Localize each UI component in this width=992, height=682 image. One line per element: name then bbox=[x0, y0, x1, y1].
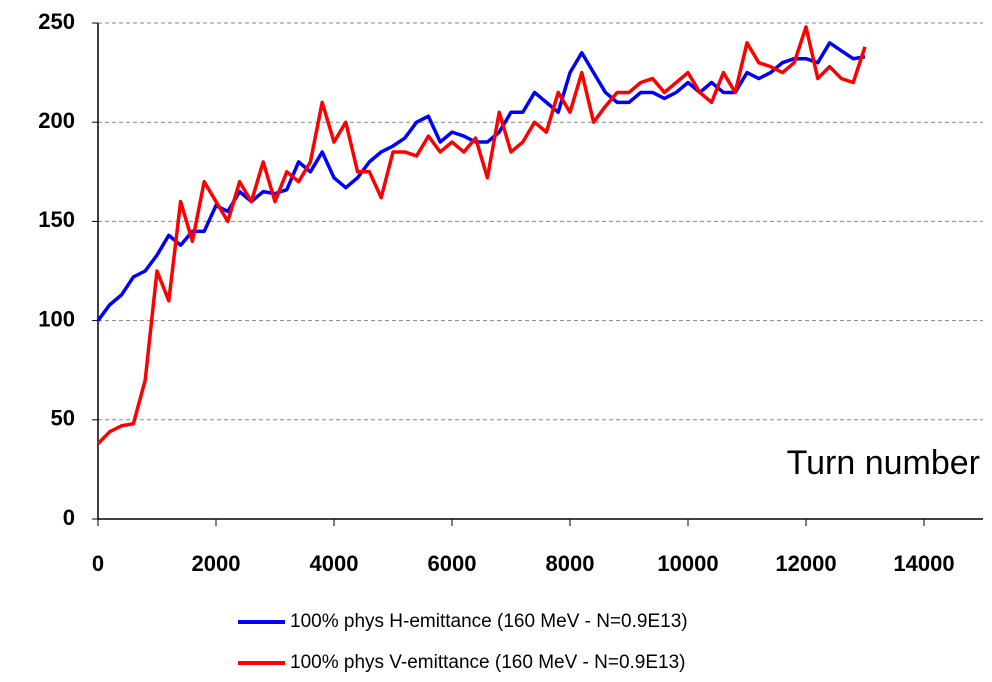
y-tick-label: 200 bbox=[38, 108, 75, 133]
y-tick-label: 100 bbox=[38, 306, 75, 331]
x-tick-label: 6000 bbox=[428, 551, 477, 576]
x-tick-label: 14000 bbox=[893, 551, 954, 576]
annotation: Turn number bbox=[787, 444, 980, 482]
y-tick-label: 150 bbox=[38, 207, 75, 232]
x-tick-label: 2000 bbox=[192, 551, 241, 576]
x-tick-label: 8000 bbox=[546, 551, 595, 576]
series-line bbox=[96, 25, 867, 445]
x-tick-label: 12000 bbox=[775, 551, 836, 576]
legend-label: 100% phys V-emittance (160 MeV - N=0.9E1… bbox=[290, 652, 686, 673]
x-tick-label: 4000 bbox=[310, 551, 359, 576]
y-tick-label: 250 bbox=[38, 9, 75, 34]
y-tick-label: 0 bbox=[63, 505, 75, 530]
legend-label: 100% phys H-emittance (160 MeV - N=0.9E1… bbox=[290, 611, 688, 632]
y-tick-label: 50 bbox=[51, 406, 75, 431]
x-tick-label: 10000 bbox=[657, 551, 718, 576]
series-line bbox=[96, 41, 866, 322]
x-tick-label: 0 bbox=[92, 551, 104, 576]
